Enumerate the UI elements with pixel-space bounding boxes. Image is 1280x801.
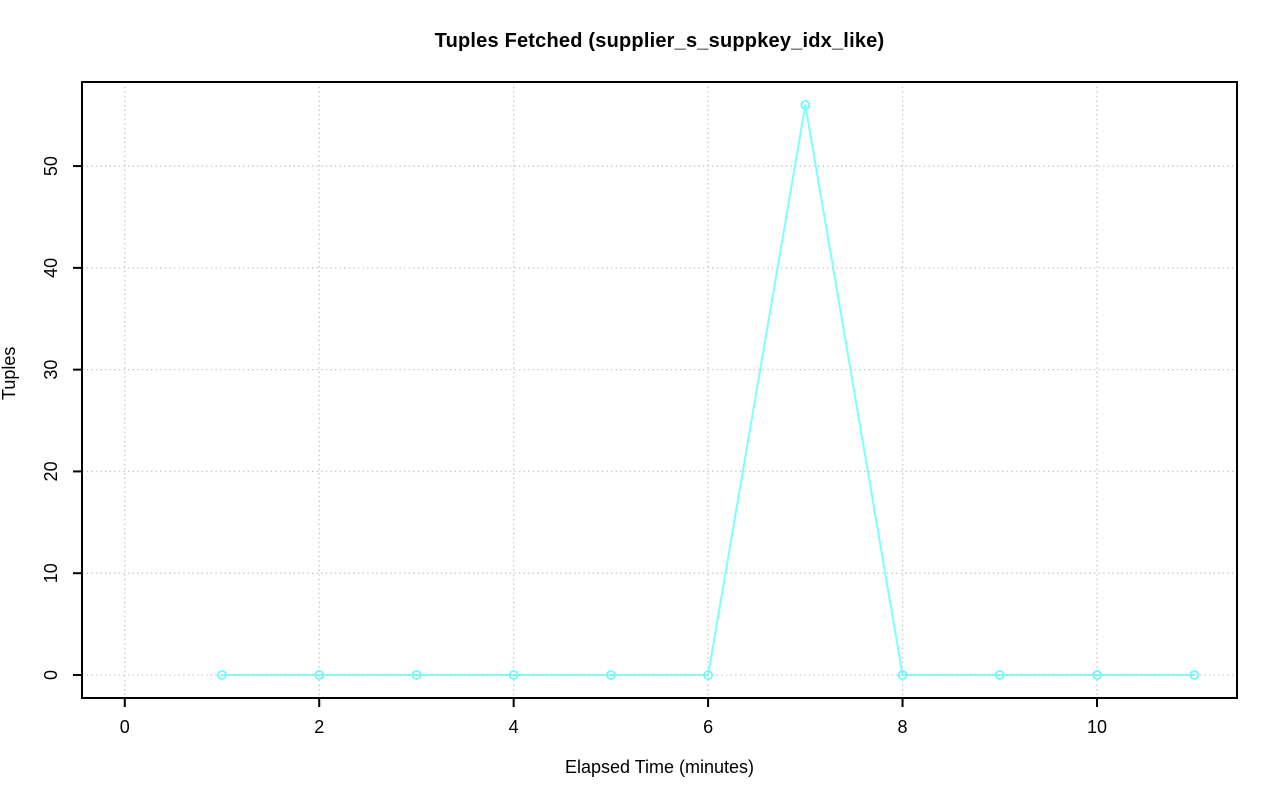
y-tick-label: 30 — [41, 360, 61, 380]
x-axis-label: Elapsed Time (minutes) — [564, 757, 755, 777]
y-tick-label: 20 — [41, 461, 61, 481]
y-tick-label: 0 — [41, 670, 61, 680]
y-tick-label: 10 — [41, 563, 61, 583]
y-axis-label: Tuples — [0, 346, 19, 400]
x-tick-label: 6 — [703, 717, 713, 737]
x-tick-label: 4 — [509, 717, 519, 737]
x-tick-label: 8 — [898, 717, 908, 737]
x-tick-label: 10 — [1087, 717, 1107, 737]
data-line — [221, 104, 1196, 676]
x-tick-label: 0 — [120, 717, 130, 737]
data-point — [800, 100, 811, 110]
data-point — [1189, 670, 1200, 680]
data-point — [994, 670, 1005, 680]
x-tick-label: 2 — [314, 717, 324, 737]
data-point — [411, 670, 422, 680]
y-tick-label: 40 — [41, 258, 61, 278]
chart-title: Tuples Fetched (supplier_s_suppkey_idx_l… — [434, 30, 885, 52]
plot-box — [81, 81, 1238, 699]
y-tick-label: 50 — [41, 156, 61, 176]
